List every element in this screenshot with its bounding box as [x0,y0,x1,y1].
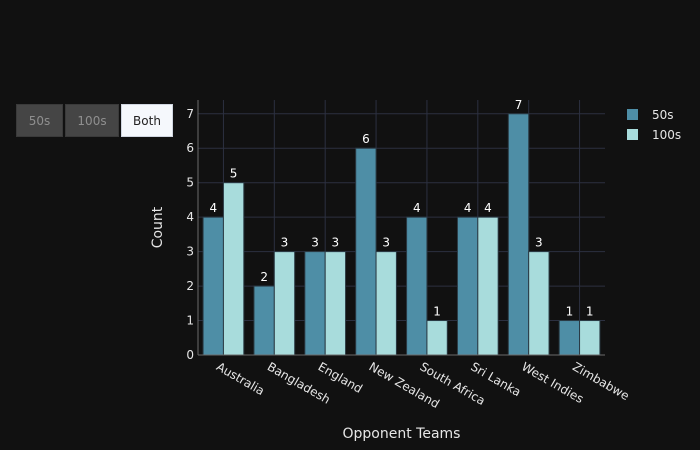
data-label: 6 [362,132,370,146]
data-label: 3 [281,236,289,250]
bar-100s-sri-lanka[interactable] [477,216,499,356]
bar-50s-new-zealand[interactable] [355,147,377,356]
bar-50s-australia[interactable] [202,216,224,356]
bar-100s-zimbabwe[interactable] [579,320,601,356]
legend-label-50s[interactable]: 50s [652,108,674,122]
y-tick-label: 4 [186,210,194,224]
y-tick-label: 0 [186,348,194,362]
y-tick-label: 7 [186,107,194,121]
data-label: 3 [311,236,319,250]
bar-100s-bangladesh[interactable] [273,251,296,356]
data-label: 3 [332,236,340,250]
y-axis-ticks: 0 1 2 3 4 5 6 7 [186,107,194,362]
y-tick-label: 5 [186,176,194,190]
bar-50s-sri-lanka[interactable] [456,216,479,356]
data-label: 1 [586,305,594,319]
y-tick-label: 6 [186,141,194,155]
legend-swatch-100s[interactable] [627,129,638,140]
data-label: 1 [566,305,574,319]
y-tick-label: 3 [186,245,194,259]
bar-50s-england[interactable] [304,251,326,356]
series-toggle-buttons: 50s 100s Both [16,104,173,137]
data-label: 7 [515,98,523,112]
bar-100s-south-africa[interactable] [426,320,448,356]
bar-100s-new-zealand[interactable] [375,251,397,356]
show-50s-button[interactable]: 50s [16,104,63,137]
data-label: 5 [230,167,238,181]
data-label: 1 [433,305,441,319]
y-tick-label: 1 [186,314,194,328]
bar-50s-west-indies[interactable] [507,113,530,356]
bar-100s-england[interactable] [324,251,347,356]
bar-50s-bangladesh[interactable] [253,285,275,356]
data-label: 4 [484,201,492,215]
show-100s-button[interactable]: 100s [65,104,119,137]
bar-100s-west-indies[interactable] [528,251,550,356]
bar-50s-south-africa[interactable] [406,216,428,356]
y-axis-title: Count [150,206,166,248]
data-label: 3 [535,236,543,250]
legend-label-100s[interactable]: 100s [652,128,681,142]
data-label: 4 [413,201,421,215]
x-tick-label: Australia [214,359,267,398]
data-label: 2 [260,270,268,284]
x-axis-title: Opponent Teams [343,426,461,442]
bar-100s-australia[interactable] [222,182,245,356]
data-label: 3 [382,236,390,250]
data-label: 4 [209,201,217,215]
legend: 50s 100s [627,108,681,142]
show-both-button[interactable]: Both [121,104,173,137]
bar-50s-zimbabwe[interactable] [558,320,581,356]
legend-swatch-50s[interactable] [627,109,638,120]
bars [202,113,601,356]
data-label: 4 [464,201,472,215]
y-tick-label: 2 [186,279,194,293]
